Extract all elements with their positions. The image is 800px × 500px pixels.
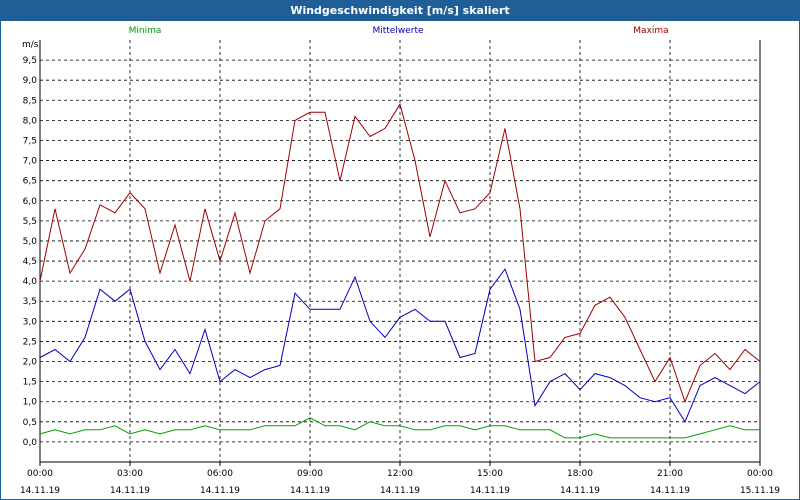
y-tick-label: 9,5 — [23, 56, 37, 66]
legend-entry-mittelwerte: Mittelwerte — [372, 26, 423, 36]
x-tick-time: 06:00 — [207, 469, 233, 479]
x-tick-date: 14.11.19 — [380, 486, 420, 496]
x-tick-time: 12:00 — [387, 469, 413, 479]
y-tick-label: 6,5 — [23, 177, 37, 187]
series-line-minima — [39, 417, 760, 439]
y-axis-unit-label: m/s — [22, 40, 39, 50]
legend-entry-maxima: Maxima — [633, 26, 668, 36]
x-tick-time: 18:00 — [567, 469, 593, 479]
series-line-mittelwerte — [39, 268, 761, 423]
y-tick-label: 2,0 — [23, 358, 38, 368]
x-tick-time: 03:00 — [117, 469, 143, 479]
x-tick-date: 14.11.19 — [110, 486, 150, 496]
y-tick-label: 4,0 — [23, 277, 38, 287]
y-axis-ticks: 0,0 0,5 1,0 1,5 2,0 2,5 3,0 3,5 4,0 4,5 5,0 5,5 6,0 6… — [23, 56, 38, 448]
x-tick-date: 14.11.19 — [650, 486, 690, 496]
x-tick-time: 00:00 — [27, 469, 53, 479]
window-title: Windgeschwindigkeit [m/s] skaliert — [1, 1, 799, 21]
series-line-maxima — [39, 103, 761, 404]
x-tick-date: 14.11.19 — [290, 486, 330, 496]
y-tick-label: 7,0 — [23, 157, 38, 167]
y-tick-label: 1,0 — [23, 398, 38, 408]
x-tick-time: 00:00 — [747, 469, 773, 479]
y-tick-label: 6,0 — [23, 197, 38, 207]
chart-legend: Minima Mittelwerte Maxima — [129, 26, 669, 36]
chart-grid — [40, 40, 760, 462]
x-tick-date: 14.11.19 — [20, 486, 60, 496]
y-tick-label: 0,5 — [23, 418, 37, 428]
y-tick-label: 5,5 — [23, 217, 37, 227]
chart-series — [39, 103, 761, 439]
y-tick-label: 0,0 — [23, 438, 38, 448]
x-tick-date: 14.11.19 — [200, 486, 240, 496]
y-tick-label: 7,5 — [23, 136, 37, 146]
x-tick-date: 14.11.19 — [560, 486, 600, 496]
y-tick-label: 3,5 — [23, 297, 37, 307]
x-axis-ticks: 00:00 14.11.19 03:00 14.11.19 06:00 14.11.19 0… — [20, 462, 780, 496]
y-tick-label: 1,5 — [23, 378, 37, 388]
x-tick-date: 14.11.19 — [470, 486, 510, 496]
y-tick-label: 9,0 — [23, 76, 38, 86]
y-tick-label: 5,0 — [23, 237, 38, 247]
y-tick-label: 2,5 — [23, 337, 37, 347]
legend-entry-minima: Minima — [129, 26, 162, 36]
x-tick-time: 09:00 — [297, 469, 323, 479]
y-tick-label: 8,5 — [23, 96, 37, 106]
y-tick-label: 8,0 — [23, 116, 38, 126]
x-tick-time: 15:00 — [477, 469, 503, 479]
y-tick-label: 4,5 — [23, 257, 37, 267]
y-tick-label: 3,0 — [23, 317, 38, 327]
x-tick-time: 21:00 — [657, 469, 683, 479]
x-tick-date: 15.11.19 — [740, 486, 780, 496]
